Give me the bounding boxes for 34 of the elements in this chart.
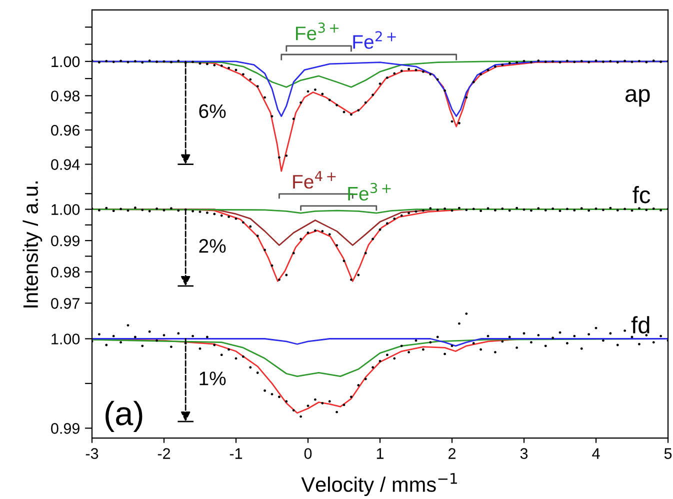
series-label: Fe$^{4+}$ (293, 171, 336, 189)
x-tick-label: -2 (158, 448, 170, 459)
annotation: ap (625, 89, 650, 107)
x-tick-label: 1 (376, 448, 384, 459)
x-tick-label: -1 (230, 448, 242, 459)
y-tick-label: 0.96 (51, 124, 80, 136)
annotation: fd (631, 316, 650, 334)
text: Fe$^{3+}$ (296, 22, 339, 40)
annotation: 6% (199, 104, 226, 118)
y-tick-label: 0.94 (51, 159, 80, 170)
x-tick-label: 5 (664, 448, 672, 459)
x-axis-title: Velocity / mms$^{−1}$ (301, 473, 457, 496)
y-tick-label: 0.98 (51, 266, 80, 278)
y-tick-label: 0.99 (51, 235, 80, 246)
line-series (92, 338, 668, 347)
x-tick-label: 0 (304, 448, 312, 459)
x-tick-label: -3 (86, 448, 98, 459)
series-label: Fe$^{3+}$ (348, 182, 391, 201)
y-tick-label: 1.00 (52, 334, 80, 344)
annotation: (a) (106, 400, 142, 432)
y-axis-title: Intensity / a.u. (22, 182, 42, 308)
annotation: 2% (199, 239, 226, 253)
annotation: fc (632, 186, 650, 204)
y-tick-label: 0.97 (51, 298, 80, 309)
x-tick-label: 2 (448, 448, 456, 459)
y-tick-label: 0.99 (51, 423, 80, 434)
x-tick-label: 4 (592, 448, 600, 459)
annotation: 1% (200, 372, 226, 386)
y-tick-label: 1.00 (52, 56, 80, 68)
y-tick-label: 1.00 (52, 204, 80, 215)
line-series (92, 60, 668, 117)
y-tick-label: 0.98 (51, 90, 80, 102)
series-label: Fe$^{2+}$ (353, 31, 396, 49)
x-tick-label: 3 (520, 448, 528, 459)
